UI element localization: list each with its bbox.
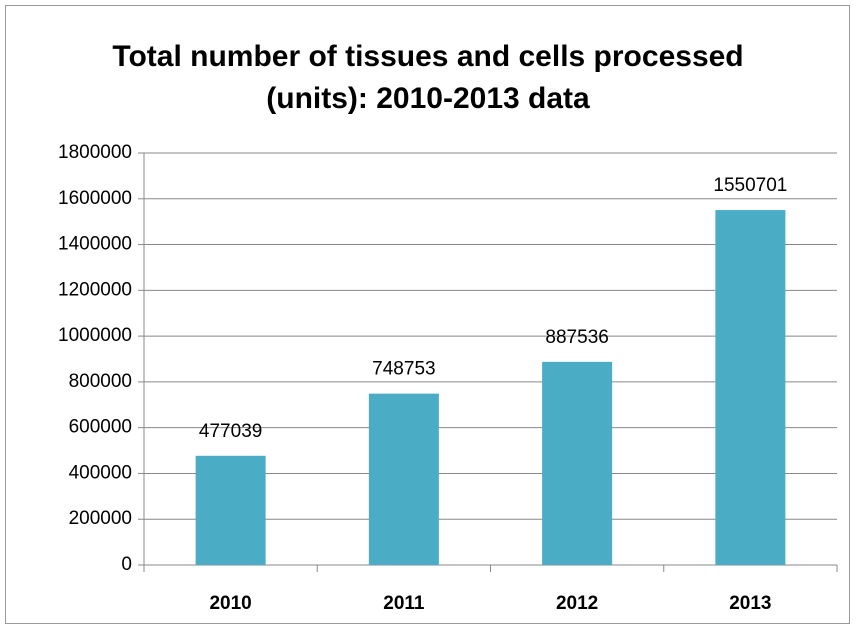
- bar: [195, 455, 266, 565]
- y-tick-label: 1600000: [58, 188, 132, 209]
- y-tick-label: 1400000: [58, 234, 132, 255]
- x-tick-label: 2012: [556, 593, 598, 614]
- y-tick-label: 1000000: [58, 325, 132, 346]
- y-tick-label: 400000: [69, 462, 132, 483]
- y-tick-label: 1200000: [58, 279, 132, 300]
- data-label: 477039: [199, 421, 262, 442]
- bar: [542, 361, 613, 565]
- chart-title: Total number of tissues and cells proces…: [112, 40, 744, 115]
- y-tick-label: 200000: [69, 508, 132, 529]
- y-tick-label: 800000: [69, 371, 132, 392]
- data-label: 748753: [372, 359, 435, 380]
- bar: [715, 210, 786, 565]
- x-tick-label: 2013: [729, 593, 771, 614]
- data-label: 887536: [545, 327, 608, 348]
- y-tick-label: 600000: [69, 417, 132, 438]
- x-tick-label: 2010: [209, 593, 251, 614]
- y-tick-label: 0: [121, 554, 132, 575]
- bar: [368, 393, 439, 565]
- y-tick-label: 1800000: [58, 142, 132, 163]
- x-tick-label: 2011: [383, 593, 425, 614]
- data-label: 1550701: [713, 175, 787, 196]
